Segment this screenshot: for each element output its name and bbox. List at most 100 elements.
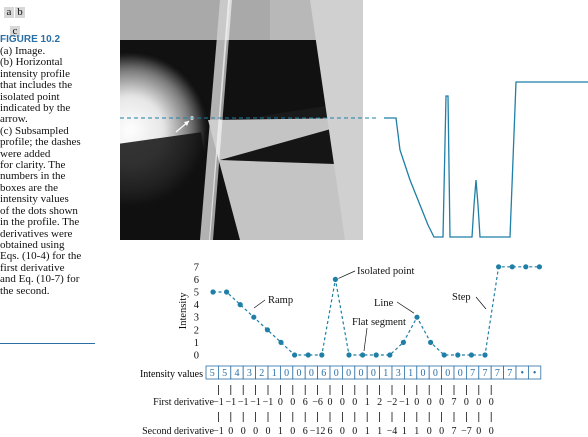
first-derivative-value: −1 bbox=[250, 397, 261, 408]
intensity-value: 7 bbox=[483, 368, 488, 379]
y-tick-label: 4 bbox=[194, 300, 200, 311]
first-derivative-value: −6 bbox=[312, 397, 323, 408]
data-point bbox=[346, 352, 351, 357]
intensity-value: • bbox=[520, 368, 524, 379]
annotation-ramp: Ramp bbox=[268, 295, 293, 306]
first-derivative-value: 0 bbox=[290, 397, 295, 408]
second-derivative-value: 0 bbox=[253, 426, 258, 437]
first-derivative-value: 6 bbox=[303, 397, 308, 408]
annotation-line-leader bbox=[397, 302, 414, 313]
first-derivative-value: 0 bbox=[427, 397, 432, 408]
data-point bbox=[455, 352, 460, 357]
second-derivative-value: 0 bbox=[228, 426, 233, 437]
intensity-value: 0 bbox=[458, 368, 463, 379]
intensity-value: 5 bbox=[210, 368, 215, 379]
intensity-value: 0 bbox=[445, 368, 450, 379]
second-derivative-value: 0 bbox=[340, 426, 345, 437]
annotation-ramp-leader bbox=[254, 300, 265, 308]
second-derivative-value: 1 bbox=[377, 426, 382, 437]
data-point bbox=[387, 352, 392, 357]
second-derivative-value: 0 bbox=[266, 426, 271, 437]
intensity-value: 0 bbox=[334, 368, 339, 379]
first-derivative-value: 0 bbox=[414, 397, 419, 408]
intensity-value: 4 bbox=[235, 368, 240, 379]
intensity-value: 0 bbox=[433, 368, 438, 379]
annotation-isolated-point-leader bbox=[338, 271, 355, 278]
intensity-value: 0 bbox=[421, 368, 426, 379]
intensity-value: 6 bbox=[321, 368, 326, 379]
second-derivative-label: Second derivative bbox=[142, 426, 214, 437]
intensity-value: 0 bbox=[309, 368, 314, 379]
intensity-value: 0 bbox=[297, 368, 302, 379]
intensity-value: • bbox=[533, 368, 537, 379]
first-derivative-value: −1 bbox=[399, 397, 410, 408]
second-derivative-value: 0 bbox=[439, 426, 444, 437]
data-point bbox=[374, 352, 379, 357]
first-derivative-value: 0 bbox=[439, 397, 444, 408]
second-derivative-value: 1 bbox=[414, 426, 419, 437]
intensity-value: 1 bbox=[383, 368, 388, 379]
data-point bbox=[306, 352, 311, 357]
data-point bbox=[224, 289, 229, 294]
data-point bbox=[510, 264, 515, 269]
annotation-isolated-point: Isolated point bbox=[357, 266, 415, 277]
intensity-value: 0 bbox=[346, 368, 351, 379]
data-point bbox=[251, 315, 256, 320]
data-point bbox=[482, 352, 487, 357]
y-tick-label: 2 bbox=[194, 325, 199, 336]
second-derivative-value: 1 bbox=[365, 426, 370, 437]
first-derivative-label: First derivative bbox=[153, 397, 214, 408]
first-derivative-value: 0 bbox=[340, 397, 345, 408]
intensity-value: 0 bbox=[359, 368, 364, 379]
intensity-value: 0 bbox=[284, 368, 289, 379]
first-derivative-value: 0 bbox=[476, 397, 481, 408]
second-derivative-value: 0 bbox=[352, 426, 357, 437]
second-derivative-value: 1 bbox=[278, 426, 283, 437]
intensity-value: 1 bbox=[408, 368, 413, 379]
first-derivative-value: −1 bbox=[238, 397, 249, 408]
data-point bbox=[360, 352, 365, 357]
first-derivative-value: −2 bbox=[387, 397, 398, 408]
second-derivative-value: 0 bbox=[290, 426, 295, 437]
second-derivative-value: 0 bbox=[427, 426, 432, 437]
data-point bbox=[469, 352, 474, 357]
data-point bbox=[333, 277, 338, 282]
second-derivative-value: −4 bbox=[387, 426, 398, 437]
data-point bbox=[496, 264, 501, 269]
data-point bbox=[319, 352, 324, 357]
annotation-flat-segment: Flat segment bbox=[352, 317, 406, 328]
annotation-step: Step bbox=[452, 292, 471, 303]
second-derivative-value: 7 bbox=[452, 426, 457, 437]
second-derivative-value: 6 bbox=[303, 426, 308, 437]
intensity-value: 3 bbox=[247, 368, 252, 379]
intensity-value: 2 bbox=[259, 368, 264, 379]
first-derivative-value: 0 bbox=[489, 397, 494, 408]
first-derivative-value: 0 bbox=[278, 397, 283, 408]
intensity-value: 7 bbox=[495, 368, 500, 379]
data-point bbox=[278, 340, 283, 345]
y-tick-label: 3 bbox=[194, 313, 199, 324]
profile-dashed-line bbox=[213, 267, 539, 355]
second-derivative-value: −1 bbox=[213, 426, 224, 437]
first-derivative-value: −1 bbox=[213, 397, 224, 408]
intensity-value: 1 bbox=[272, 368, 277, 379]
second-derivative-value: 1 bbox=[402, 426, 407, 437]
first-derivative-value: −1 bbox=[225, 397, 236, 408]
annotation-step-leader bbox=[476, 297, 486, 309]
second-derivative-value: 0 bbox=[489, 426, 494, 437]
y-tick-label: 7 bbox=[194, 262, 199, 273]
y-tick-label: 5 bbox=[194, 288, 199, 299]
intensity-values-label: Intensity values bbox=[140, 369, 203, 380]
first-derivative-value: 2 bbox=[377, 397, 382, 408]
intensity-value: 7 bbox=[470, 368, 475, 379]
y-axis-label: Intensity bbox=[178, 292, 189, 329]
annotation-line: Line bbox=[374, 298, 394, 309]
y-tick-label: 6 bbox=[194, 275, 199, 286]
y-tick-label: 0 bbox=[194, 351, 199, 362]
data-point bbox=[238, 302, 243, 307]
second-derivative-value: 0 bbox=[476, 426, 481, 437]
intensity-value: 7 bbox=[507, 368, 512, 379]
data-point bbox=[265, 327, 270, 332]
first-derivative-value: 0 bbox=[328, 397, 333, 408]
